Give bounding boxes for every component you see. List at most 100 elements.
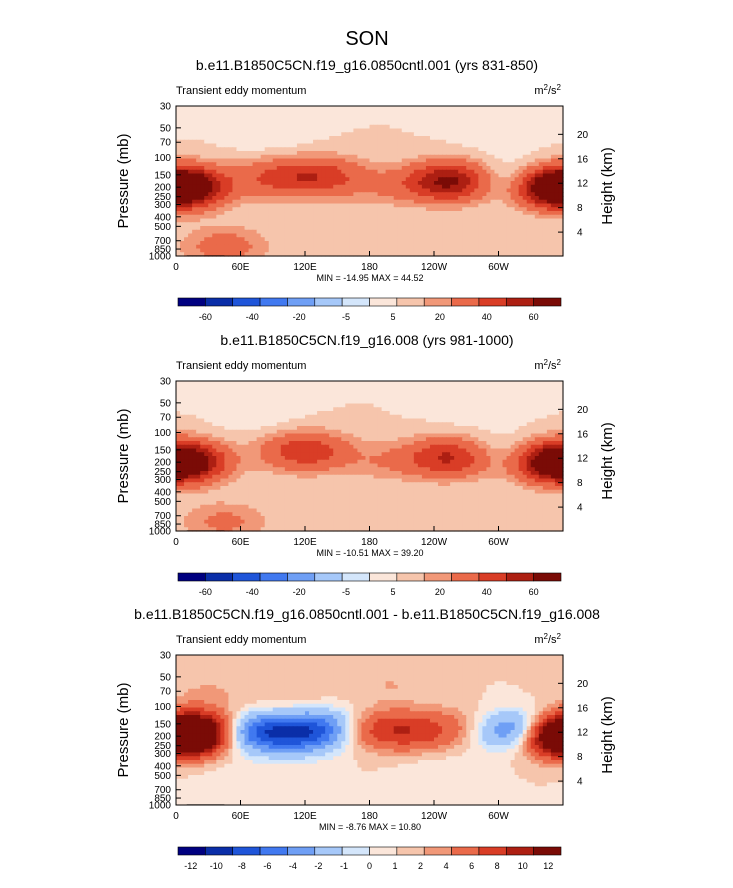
contour-cell — [313, 143, 318, 148]
contour-cell — [490, 241, 496, 246]
contour-cell — [546, 158, 552, 163]
contour-cell — [256, 244, 262, 250]
contour-cell — [550, 226, 556, 231]
contour-cell — [442, 218, 447, 223]
contour-cell — [538, 121, 544, 126]
contour-cell — [353, 237, 359, 242]
contour-cell — [296, 154, 302, 160]
contour-cell — [200, 211, 205, 216]
contour-cell — [276, 211, 282, 216]
contour-cell — [300, 203, 306, 208]
panel-units: m2/s2 — [534, 83, 561, 97]
contour-cell — [292, 226, 298, 231]
contour-cell — [220, 392, 225, 397]
contour-cell — [220, 384, 225, 390]
contour-cell — [429, 184, 435, 190]
contour-cell — [369, 109, 375, 115]
contour-cell — [232, 192, 238, 197]
contour-cell — [300, 211, 306, 216]
contour-cell — [429, 121, 435, 126]
contour-cell — [296, 418, 302, 423]
contour-cell — [546, 136, 552, 141]
contour-cell — [305, 158, 310, 163]
contour-cell — [405, 207, 411, 212]
contour-cell — [216, 211, 221, 216]
contour-cell — [333, 203, 338, 208]
contour-cell — [280, 381, 286, 386]
contour-cell — [522, 196, 528, 201]
contour-cell — [446, 396, 451, 401]
contour-cell — [486, 218, 492, 223]
contour-cell — [438, 222, 443, 227]
contour-cell — [413, 222, 419, 227]
contour-cell — [518, 147, 524, 152]
contour-cell — [486, 166, 492, 171]
contour-cell — [438, 418, 443, 423]
contour-cell — [510, 241, 516, 246]
contour-cell — [373, 188, 379, 193]
contour-cell — [260, 229, 266, 235]
contour-cell — [389, 132, 395, 137]
contour-cell — [458, 143, 463, 148]
contour-cell — [272, 169, 278, 175]
contour-cell — [345, 139, 350, 145]
contour-cell — [538, 403, 544, 408]
contour-cell — [204, 399, 209, 405]
contour-cell — [369, 396, 375, 401]
contour-cell — [240, 139, 246, 145]
contour-cell — [405, 151, 411, 156]
contour-cell — [425, 181, 431, 186]
contour-cell — [502, 388, 508, 393]
contour-cell — [256, 132, 262, 137]
contour-cell — [176, 166, 181, 171]
contour-cell — [329, 396, 334, 401]
contour-cell — [546, 147, 552, 152]
contour-cell — [337, 188, 342, 193]
contour-cell — [446, 237, 451, 242]
contour-cell — [417, 166, 423, 171]
contour-cell — [389, 169, 395, 175]
contour-cell — [542, 407, 548, 412]
contour-cell — [554, 237, 560, 242]
contour-cell — [204, 229, 209, 235]
contour-cell — [224, 192, 230, 197]
contour-cell — [345, 229, 350, 235]
contour-cell — [478, 237, 483, 242]
panel-subtitle: Transient eddy momentum — [176, 360, 306, 372]
contour-cell — [244, 237, 250, 242]
contour-cell — [280, 241, 286, 246]
contour-cell — [462, 139, 467, 145]
contour-cell — [276, 399, 282, 405]
contour-cell — [212, 166, 217, 171]
contour-cell — [204, 396, 209, 401]
contour-cell — [321, 381, 326, 386]
contour-cell — [256, 388, 262, 393]
contour-cell — [474, 154, 479, 160]
contour-cell — [176, 147, 181, 152]
contour-cell — [200, 392, 205, 397]
contour-cell — [474, 248, 479, 253]
contour-cell — [309, 139, 314, 145]
contour-cell — [204, 414, 209, 420]
contour-cell — [458, 392, 463, 397]
contour-cell — [260, 244, 266, 250]
contour-cell — [373, 407, 379, 412]
contour-cell — [530, 414, 536, 420]
contour-cell — [377, 411, 383, 416]
contour-cell — [309, 106, 314, 111]
contour-cell — [224, 188, 230, 193]
contour-cell — [292, 117, 298, 122]
contour-cell — [482, 173, 488, 178]
contour-cell — [357, 162, 363, 167]
contour-cell — [212, 414, 217, 420]
contour-cell — [305, 403, 310, 408]
contour-cell — [526, 241, 532, 246]
contour-cell — [292, 147, 298, 152]
contour-cell — [240, 181, 246, 186]
contour-cell — [333, 388, 338, 393]
contour-cell — [446, 403, 451, 408]
contour-cell — [522, 162, 528, 167]
contour-cell — [530, 203, 536, 208]
contour-cell — [292, 132, 298, 137]
contour-cell — [550, 207, 556, 212]
